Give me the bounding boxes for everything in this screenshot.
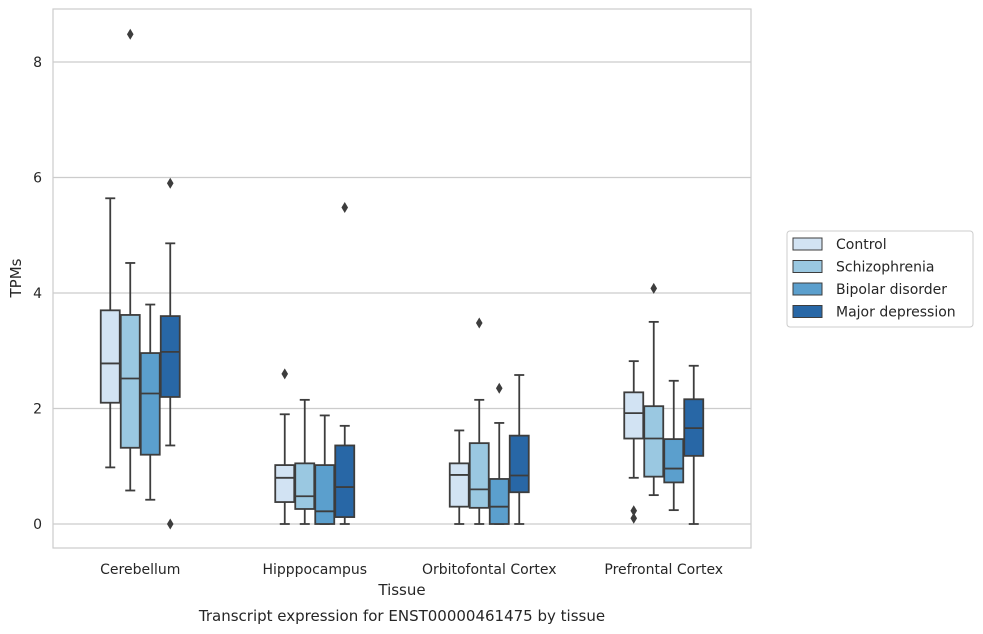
box-iqr [99, 309, 121, 404]
y-tick-label: 6 [33, 171, 42, 187]
x-tick-label: Prefrontal Cortex [604, 562, 723, 578]
box-bipolar-disorder [663, 379, 685, 512]
box-control [623, 360, 645, 524]
boxes-layer [99, 28, 705, 530]
box-iqr [623, 391, 645, 440]
box-control [99, 197, 121, 469]
box-iqr [139, 352, 161, 456]
y-tick-label: 4 [33, 286, 42, 302]
x-tick-label: Cerebellum [100, 562, 180, 578]
legend-swatch [792, 305, 823, 318]
outlier-point [341, 202, 349, 214]
box-iqr [294, 462, 316, 510]
box-schizophrenia [119, 28, 141, 492]
box-iqr [663, 438, 685, 484]
box-bipolar-disorder [314, 414, 336, 525]
outlier-point [495, 382, 503, 394]
box-iqr [448, 462, 470, 508]
y-axis-label: TPMs [7, 258, 25, 298]
legend-frame [786, 230, 974, 328]
y-tick-label: 8 [33, 55, 42, 71]
outlier-point [630, 512, 638, 524]
box-control [448, 429, 470, 525]
chart-caption: Transcript expression for ENST0000046147… [198, 607, 605, 625]
box-major-depression [683, 364, 705, 525]
box-major-depression [159, 177, 181, 530]
legend: Control Schizophrenia Bipolar disorder Majo… [786, 230, 974, 328]
box-iqr [334, 444, 356, 518]
box-iqr [119, 314, 141, 449]
x-tick-label: Hipppocampus [262, 562, 367, 578]
outlier-point [475, 317, 483, 329]
legend-label: Schizophrenia [836, 260, 934, 276]
y-tick-labels: 0 2 4 6 8 [33, 55, 42, 533]
outlier-point [630, 505, 638, 517]
legend-label: Control [836, 237, 887, 253]
x-tick-labels: Cerebellum Hipppocampus Orbitofontal Corte… [100, 562, 723, 578]
legend-label: Major depression [836, 305, 956, 321]
box-control [274, 368, 296, 525]
outlier-point [166, 177, 174, 189]
box-iqr [508, 434, 530, 494]
box-schizophrenia [643, 282, 665, 497]
outlier-point [650, 282, 658, 294]
box-schizophrenia [468, 317, 490, 525]
legend-swatch [792, 237, 823, 251]
outlier-point [126, 28, 134, 40]
legend-swatch [792, 260, 823, 273]
x-tick-label: Orbitofontal Cortex [422, 562, 557, 578]
box-schizophrenia [294, 398, 316, 525]
outlier-point [166, 518, 174, 530]
box-major-depression [508, 374, 530, 525]
box-iqr [159, 315, 181, 398]
box-iqr [643, 405, 665, 478]
box-iqr [488, 478, 510, 525]
y-tick-label: 0 [33, 517, 42, 533]
box-bipolar-disorder [488, 382, 510, 525]
box-major-depression [334, 202, 356, 525]
box-iqr [468, 442, 490, 509]
legend-label: Bipolar disorder [836, 282, 947, 298]
legend-swatch [792, 282, 823, 296]
y-tick-label: 2 [33, 402, 42, 418]
x-axis-label: Tissue [377, 581, 425, 599]
outlier-point [281, 368, 289, 380]
box-iqr [314, 464, 336, 525]
box-iqr [274, 464, 296, 503]
box-bipolar-disorder [139, 303, 161, 501]
plot-area-frame [52, 8, 752, 549]
